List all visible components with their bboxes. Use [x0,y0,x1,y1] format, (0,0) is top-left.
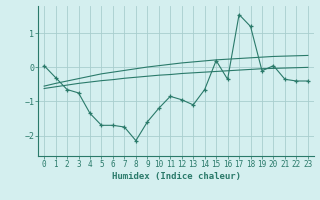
X-axis label: Humidex (Indice chaleur): Humidex (Indice chaleur) [111,172,241,181]
